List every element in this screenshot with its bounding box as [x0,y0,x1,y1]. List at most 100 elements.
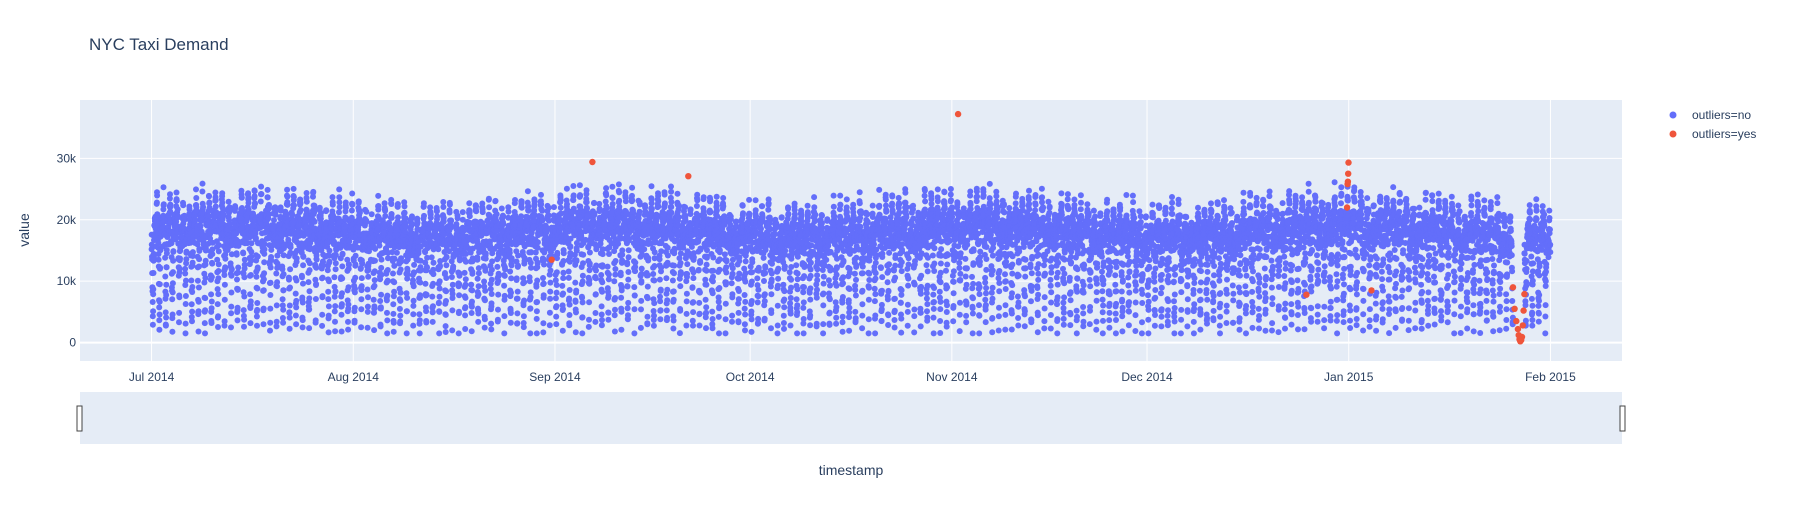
point [807,259,814,266]
point [166,195,173,202]
point [342,228,349,235]
point [319,274,326,281]
point [767,283,774,290]
point [371,303,378,310]
point [553,313,560,320]
point [206,199,213,206]
point [442,323,449,330]
point [238,194,245,201]
point [397,312,404,319]
point [739,202,746,209]
point [482,255,489,262]
point [222,251,229,258]
point [359,260,366,267]
point [384,317,391,324]
point [388,201,395,207]
point [755,264,762,271]
point [215,242,222,249]
point [182,265,189,272]
point [446,201,453,208]
point [805,211,811,218]
point [272,211,279,218]
point [319,293,326,300]
point [573,287,580,294]
point [384,267,391,273]
point [339,263,346,270]
point [579,314,586,321]
point [435,299,442,306]
point [323,207,330,214]
point [573,257,580,264]
point [352,274,359,281]
point [780,312,787,319]
point [338,311,345,318]
point [176,319,182,326]
point [427,214,434,221]
point [410,297,417,304]
point [697,259,704,266]
point [551,204,557,211]
point [391,255,398,262]
point [716,256,723,263]
point [398,255,405,262]
point [507,268,514,275]
point [605,292,612,299]
point [456,257,463,264]
point [365,294,371,301]
point [456,292,463,299]
point [222,264,229,271]
point [703,304,710,311]
point [748,308,755,315]
point [338,301,345,308]
point [430,280,437,287]
point [741,292,748,298]
point [254,253,261,260]
series-outliers-no[interactable] [148,179,1554,337]
point [241,316,248,323]
point [765,206,772,213]
point [823,256,830,263]
point [436,278,443,285]
point [514,310,521,317]
point [754,275,761,282]
point [468,281,475,288]
chart-title: NYC Taxi Demand [89,35,229,54]
point [332,328,339,335]
point [768,276,775,283]
point [300,262,307,269]
point [410,311,417,318]
point [703,281,710,288]
point [404,294,411,301]
point [527,289,534,296]
point [804,202,811,209]
point [449,291,456,297]
point [565,268,572,275]
point [694,197,701,204]
point [266,201,272,208]
point [453,221,460,228]
point [702,296,709,303]
point [761,315,768,322]
point [609,183,616,190]
point [820,321,827,328]
point [592,291,599,298]
point [807,266,814,273]
point [585,323,592,330]
point [268,254,275,260]
point [515,262,521,269]
point [651,249,658,256]
point [749,259,756,266]
point [174,206,181,213]
point [299,294,306,301]
point [220,207,227,214]
point [716,247,723,254]
point [492,197,499,204]
point [177,255,183,262]
point [715,313,722,320]
point [170,269,176,276]
point [560,258,567,264]
point [488,291,495,297]
point [526,278,533,285]
point [393,249,400,256]
point [612,295,619,301]
